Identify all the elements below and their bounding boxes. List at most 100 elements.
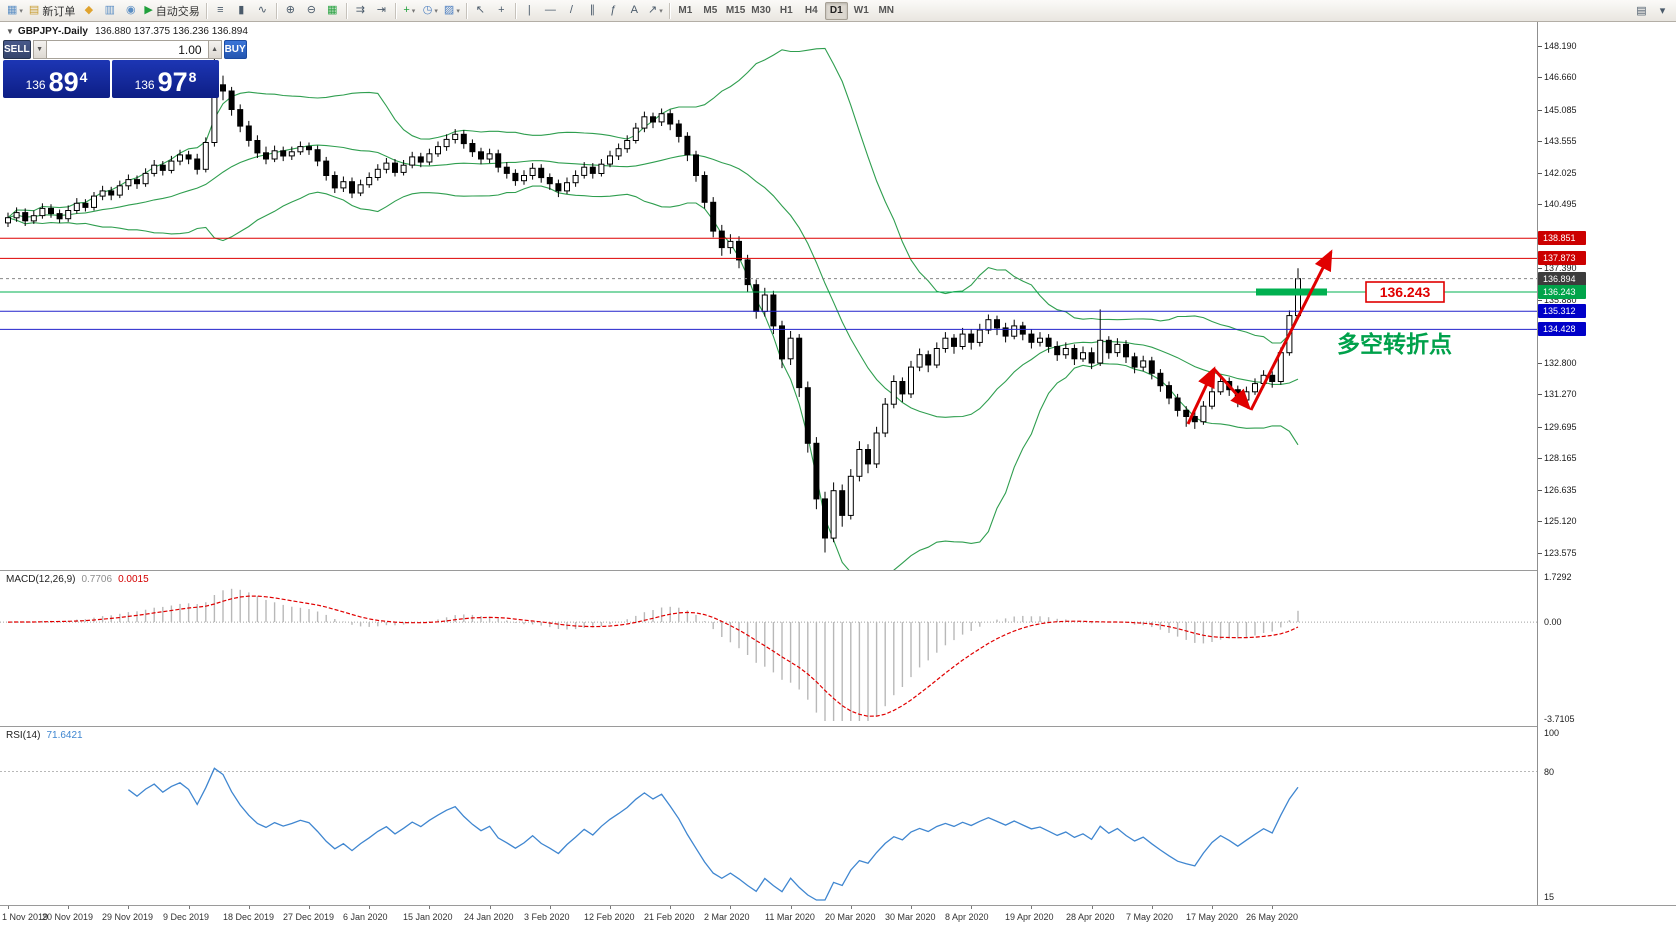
date-label: 11 Mar 2020	[765, 912, 815, 922]
time-tickmark	[1272, 906, 1273, 909]
new-chart-button[interactable]: ▦ ▾	[5, 2, 25, 20]
price-axis[interactable]: 148.190 146.660 145.085 143.555 142.025 140.4…	[1537, 22, 1676, 905]
macd-indicator-panel[interactable]	[0, 571, 1537, 726]
timeframe-w1-button[interactable]: W1	[853, 5, 869, 16]
periods-icon: ◷	[422, 4, 433, 16]
date-label: 9 Dec 2019	[163, 912, 210, 922]
arrows-tool-button[interactable]: ↗ ▾	[646, 2, 665, 20]
volume-decrease-button[interactable]: ▼	[32, 40, 47, 59]
timeframe-m5-button[interactable]: M5	[703, 5, 718, 16]
periods-button[interactable]: ◷ ▾	[421, 2, 440, 20]
toolbar-options-button[interactable]: ▤	[1636, 4, 1647, 17]
chart-shift-button[interactable]: ⇥	[372, 2, 391, 20]
price-tick-label: 148.190	[1544, 41, 1577, 51]
trendline-button[interactable]: /	[562, 2, 581, 20]
dropdown-arrow-icon[interactable]: ▾	[456, 7, 460, 15]
toolbar-separator	[514, 2, 516, 19]
rsi-scale-label: 80	[1544, 767, 1555, 777]
dropdown-arrow-icon[interactable]: ▾	[434, 7, 438, 15]
trend-arrow	[1212, 367, 1252, 411]
time-axis[interactable]: 1 Nov 2019 20 Nov 2019 29 Nov 2019 9 Dec 20…	[0, 906, 1537, 932]
sell-button[interactable]: SELL	[3, 40, 31, 59]
timeframe-mn-button[interactable]: MN	[878, 5, 895, 16]
bid-pips: 89	[48, 67, 79, 98]
ask-whole: 136	[134, 78, 155, 92]
symbol-name: GBPJPY-.Daily	[17, 26, 88, 37]
auto-scroll-icon: ⇉	[355, 4, 365, 16]
horizontal-line-icon: —	[544, 4, 556, 16]
templates-button[interactable]: ▨ ▾	[442, 2, 462, 20]
autotrading-icon: ▶	[144, 4, 153, 16]
thick-green-level-segment	[1256, 288, 1327, 296]
horizontal-line-button[interactable]: —	[541, 2, 560, 20]
zoom-out-button[interactable]: ⊖	[302, 2, 321, 20]
autotrading-label: 自动交易	[155, 5, 200, 18]
time-tickmark	[309, 906, 310, 909]
crosshair-icon: +	[498, 4, 505, 16]
favorites-button[interactable]: ◆	[79, 2, 98, 20]
date-label: 27 Dec 2019	[283, 912, 335, 922]
tile-windows-button[interactable]: ▦	[323, 2, 342, 20]
market-watch-button[interactable]: ▥	[100, 2, 119, 20]
text-tool-button[interactable]: A	[625, 2, 644, 20]
cn-annotation-text: 多空转折点	[1337, 331, 1452, 357]
timeframe-m15-button[interactable]: M15	[725, 5, 746, 16]
collapse-icon[interactable]: ▼	[6, 27, 14, 36]
time-tickmark	[730, 906, 731, 909]
price-tick-label: 131.270	[1544, 389, 1577, 399]
panel-separator[interactable]	[0, 726, 1676, 727]
bars-mode-button[interactable]: ≡	[211, 2, 230, 20]
price-tick-label: 146.660	[1544, 72, 1577, 82]
dropdown-arrow-icon[interactable]: ▾	[411, 7, 416, 15]
arrows-tool-icon: ↗	[647, 4, 658, 16]
price-level-badge: 137.873	[1538, 251, 1586, 265]
main-price-chart[interactable]: 136.243 多空转折点	[0, 22, 1537, 570]
time-tickmark	[1092, 906, 1093, 909]
price-tick-label: 143.555	[1544, 136, 1577, 146]
price-level-badge: 136.894	[1538, 272, 1586, 286]
dropdown-arrow-icon[interactable]: ▾	[659, 7, 663, 15]
axis-tickmark	[1538, 173, 1542, 174]
price-tick-label: 135.880	[1544, 295, 1577, 305]
price-tick-label: 128.165	[1544, 453, 1577, 463]
fibonacci-button[interactable]: ƒ	[604, 2, 623, 20]
rsi-indicator-panel[interactable]	[0, 727, 1537, 905]
timeframe-h4-button[interactable]: H4	[804, 5, 818, 16]
timeframe-h1-button[interactable]: H1	[779, 5, 793, 16]
data-window-button[interactable]: ◉	[121, 2, 140, 20]
toolbar-more-button[interactable]: ▾	[1659, 4, 1666, 17]
new-chart-icon: ▦	[7, 4, 18, 16]
price-level-badge: 136.243	[1538, 285, 1586, 299]
crosshair-button[interactable]: +	[492, 2, 511, 20]
ask-price-display[interactable]: 136 97 8	[112, 60, 219, 98]
equidistant-channel-button[interactable]: ∥	[583, 2, 602, 20]
macd-main-value: 0.7706	[81, 574, 113, 585]
chart-annotations[interactable]: 136.243 多空转折点	[1186, 249, 1452, 425]
rsi-scale-label: 100	[1544, 728, 1560, 738]
date-label: 20 Nov 2019	[42, 912, 94, 922]
zoom-in-button[interactable]: ⊕	[281, 2, 300, 20]
date-label: 12 Feb 2020	[584, 912, 635, 922]
dropdown-arrow-icon[interactable]: ▾	[19, 7, 23, 15]
axis-tickmark	[1538, 458, 1542, 459]
time-tickmark	[550, 906, 551, 909]
timeframe-m1-button[interactable]: M1	[678, 5, 693, 16]
volume-increase-button[interactable]: ▲	[207, 40, 222, 59]
price-level-lines[interactable]	[0, 237, 1537, 330]
panel-separator[interactable]	[0, 570, 1676, 571]
new-order-button[interactable]: ▤ 新订单	[27, 2, 77, 20]
auto-scroll-button[interactable]: ⇉	[351, 2, 370, 20]
autotrading-button[interactable]: ▶ 自动交易	[142, 2, 201, 20]
time-tickmark	[249, 906, 250, 909]
vertical-line-button[interactable]: |	[520, 2, 539, 20]
bid-price-display[interactable]: 136 89 4	[3, 60, 110, 98]
buy-button[interactable]: BUY	[223, 40, 247, 59]
volume-input[interactable]	[46, 40, 208, 59]
line-mode-button[interactable]: ∿	[253, 2, 272, 20]
cursor-button[interactable]: ↖	[471, 2, 490, 20]
timeframe-d1-button[interactable]: D1	[824, 1, 848, 20]
candles-mode-button[interactable]: ▮	[232, 2, 251, 20]
macd-title: MACD(12,26,9)	[6, 574, 76, 585]
timeframe-m30-button[interactable]: M30	[751, 5, 771, 16]
indicators-button[interactable]: + ▾	[400, 2, 419, 20]
